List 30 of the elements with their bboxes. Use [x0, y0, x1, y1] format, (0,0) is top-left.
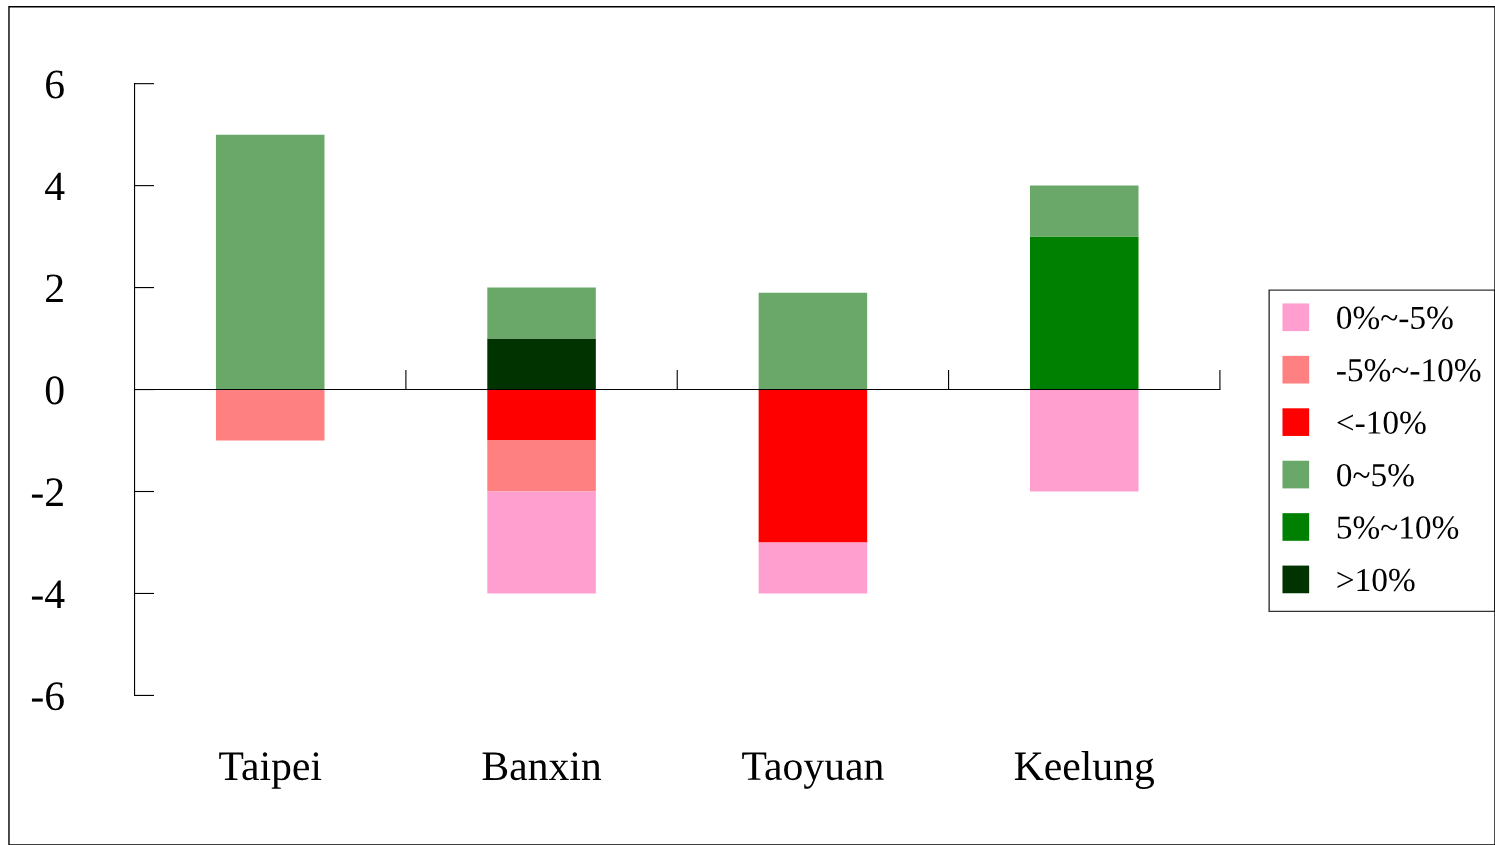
legend-label: <-10%: [1337, 411, 1426, 435]
x-tick-label: Taoyuan: [742, 752, 884, 789]
bar: [487, 440, 596, 492]
bar: [758, 542, 868, 594]
bar: [487, 338, 596, 390]
legend-label: 5%~10%: [1337, 516, 1459, 539]
y-tick-label: -2: [31, 478, 63, 506]
bar: [215, 389, 325, 441]
bar: [487, 287, 596, 339]
legend-label: -5%~-10%: [1337, 359, 1481, 382]
legend-label: 0%~-5%: [1337, 306, 1453, 330]
bar: [758, 292, 868, 390]
bar: [487, 389, 596, 441]
bar: [487, 491, 596, 594]
y-tick-label: -4: [31, 580, 65, 608]
legend-label: 0~5%: [1337, 463, 1414, 487]
y-tick-label: -6: [31, 682, 64, 711]
y-tick-label: 0: [45, 376, 64, 405]
x-tick-label: Taipei: [219, 752, 322, 789]
x-tick-label: Keelung: [1014, 750, 1155, 789]
y-tick-label: 6: [46, 70, 64, 99]
y-tick-label: 4: [45, 172, 65, 201]
y-tick-label: 2: [46, 274, 63, 303]
bar: [1029, 389, 1139, 492]
bar: [215, 134, 325, 390]
x-tick-label: Banxin: [482, 752, 602, 781]
legend-label: >10%: [1337, 568, 1415, 592]
bar: [1029, 185, 1139, 237]
bar: [758, 389, 868, 543]
bar: [1029, 236, 1139, 390]
